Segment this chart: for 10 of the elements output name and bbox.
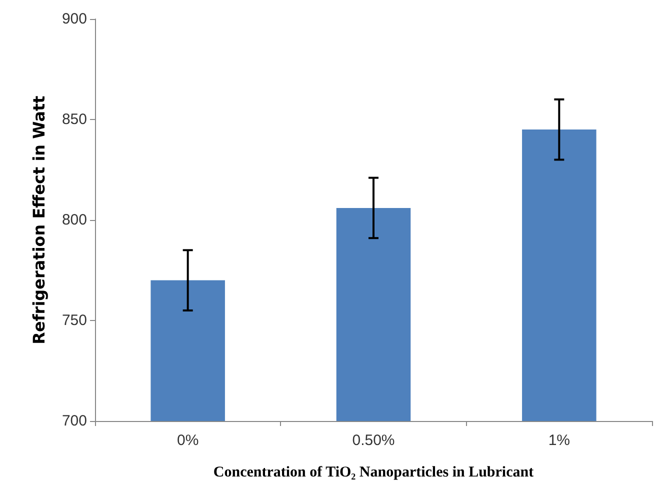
x-axis-title: Concentration of TiO₂ Nanoparticles in Lubricant <box>213 464 534 480</box>
y-tick-label: 800 <box>62 212 87 228</box>
x-tick-label: 0% <box>176 432 199 449</box>
y-tick-label: 900 <box>62 10 87 28</box>
y-tick-label: 750 <box>62 312 87 329</box>
y-tick-label: 850 <box>62 111 87 128</box>
x-tick-label: 0.50% <box>352 432 395 449</box>
y-axis-title: Refrigeration Effect in Watt <box>30 95 48 344</box>
y-tick-label: 700 <box>62 412 87 430</box>
x-tick-label: 1% <box>548 432 570 449</box>
